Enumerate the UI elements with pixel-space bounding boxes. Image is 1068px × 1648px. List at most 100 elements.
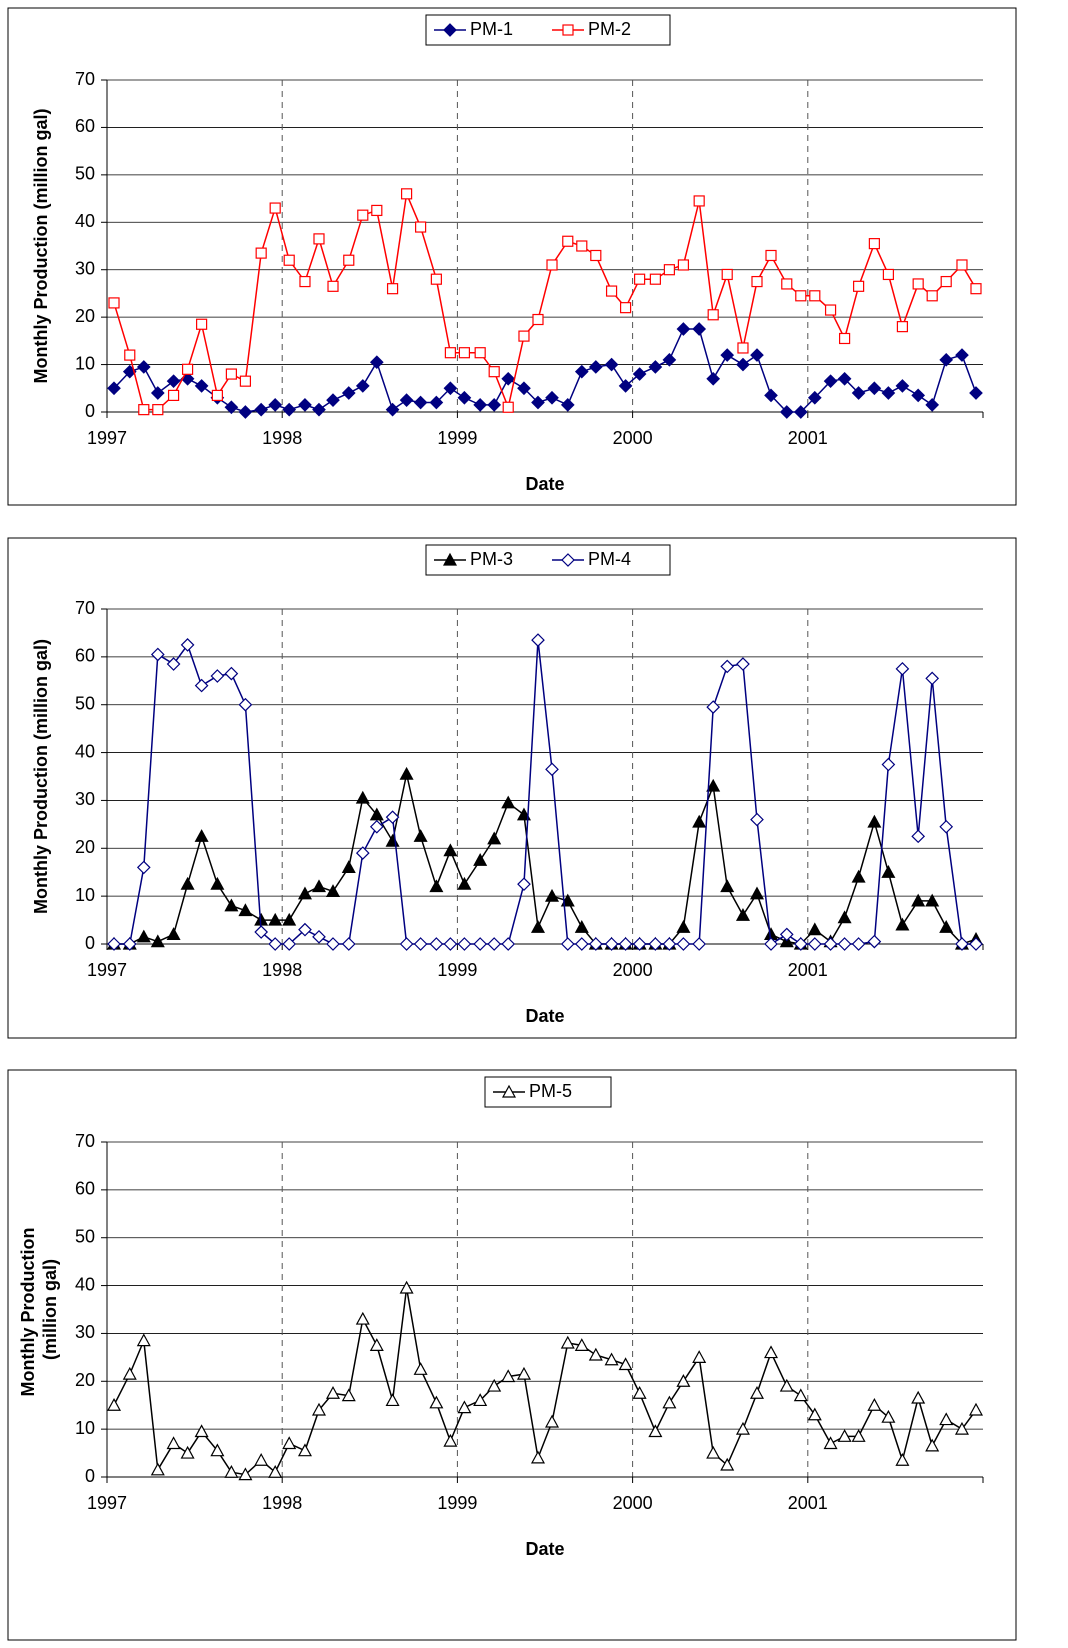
marker — [313, 233, 325, 245]
marker — [634, 273, 646, 285]
marker — [706, 700, 721, 714]
marker — [341, 386, 356, 400]
marker — [326, 937, 340, 951]
marker — [807, 390, 822, 405]
marker — [341, 1388, 356, 1402]
marker — [648, 360, 663, 374]
marker — [604, 1352, 619, 1366]
marker — [268, 912, 283, 926]
chart-frame — [7, 537, 1017, 1039]
marker — [487, 398, 502, 412]
marker — [224, 400, 239, 415]
marker — [458, 347, 471, 359]
marker — [676, 919, 691, 933]
marker — [355, 379, 370, 393]
marker — [238, 697, 253, 712]
marker — [736, 357, 750, 372]
x-axis-label: Date — [525, 474, 564, 494]
marker — [530, 919, 546, 933]
marker — [605, 285, 618, 297]
marker — [851, 386, 866, 400]
marker — [269, 202, 281, 214]
marker — [443, 937, 458, 951]
marker — [343, 254, 355, 266]
marker — [298, 922, 312, 937]
marker — [399, 1280, 414, 1294]
x-tick-label: 2001 — [788, 428, 828, 448]
y-tick-label: 40 — [75, 741, 95, 761]
marker — [194, 379, 209, 393]
marker — [692, 937, 707, 951]
marker — [325, 1385, 341, 1399]
marker — [720, 879, 735, 893]
marker — [531, 633, 545, 647]
marker — [166, 374, 181, 389]
marker — [663, 264, 675, 276]
marker — [925, 671, 940, 686]
marker — [867, 381, 882, 396]
marker — [150, 934, 165, 948]
marker — [807, 937, 822, 951]
marker — [501, 937, 516, 951]
x-tick-label: 1997 — [87, 1493, 127, 1513]
marker — [415, 221, 427, 233]
y-tick-label: 50 — [75, 693, 95, 713]
marker — [939, 352, 954, 367]
marker — [676, 937, 691, 951]
marker — [501, 371, 516, 386]
marker — [560, 1335, 575, 1349]
marker — [662, 937, 677, 951]
chart: 0 10 20 30 40 50 60 70 1997 1998 1999 2000 2001 Date M… — [7, 1069, 1017, 1641]
marker — [720, 659, 735, 674]
marker — [238, 903, 253, 917]
marker — [795, 290, 807, 302]
marker — [501, 1084, 517, 1098]
marker — [325, 884, 341, 897]
marker — [544, 1414, 560, 1428]
marker — [649, 273, 661, 285]
marker — [912, 278, 924, 290]
y-tick-label: 10 — [75, 885, 95, 905]
marker — [268, 1464, 283, 1478]
marker — [385, 810, 400, 825]
marker — [254, 1452, 269, 1466]
x-tick-label: 2000 — [613, 1493, 653, 1513]
marker — [867, 934, 882, 949]
marker — [706, 778, 721, 792]
marker — [136, 860, 151, 875]
marker — [618, 379, 633, 393]
marker — [399, 937, 414, 951]
marker — [895, 917, 910, 931]
marker — [268, 937, 283, 951]
x-axis-label: Date — [525, 1539, 564, 1559]
marker — [574, 364, 589, 379]
marker — [532, 313, 544, 326]
marker — [282, 1436, 297, 1450]
marker — [662, 1395, 677, 1409]
marker — [517, 877, 531, 892]
marker — [429, 879, 444, 893]
marker — [779, 405, 794, 419]
marker — [443, 1433, 458, 1447]
marker — [355, 790, 370, 804]
marker — [457, 390, 472, 405]
marker — [824, 304, 837, 316]
marker — [895, 1452, 910, 1466]
marker — [107, 937, 121, 951]
marker — [736, 657, 750, 671]
marker — [588, 937, 603, 951]
chart-frame — [7, 1069, 1017, 1641]
marker — [676, 322, 691, 336]
marker — [487, 1378, 502, 1392]
marker — [544, 888, 560, 902]
marker — [413, 1362, 428, 1375]
marker — [181, 363, 194, 375]
x-tick-label: 2001 — [788, 1493, 828, 1513]
y-tick-label: 10 — [75, 353, 95, 373]
marker — [152, 404, 164, 416]
x-tick-label: 1998 — [262, 428, 302, 448]
x-tick-label: 1998 — [262, 960, 302, 980]
marker — [837, 371, 852, 386]
marker — [939, 819, 954, 834]
marker — [545, 390, 559, 405]
